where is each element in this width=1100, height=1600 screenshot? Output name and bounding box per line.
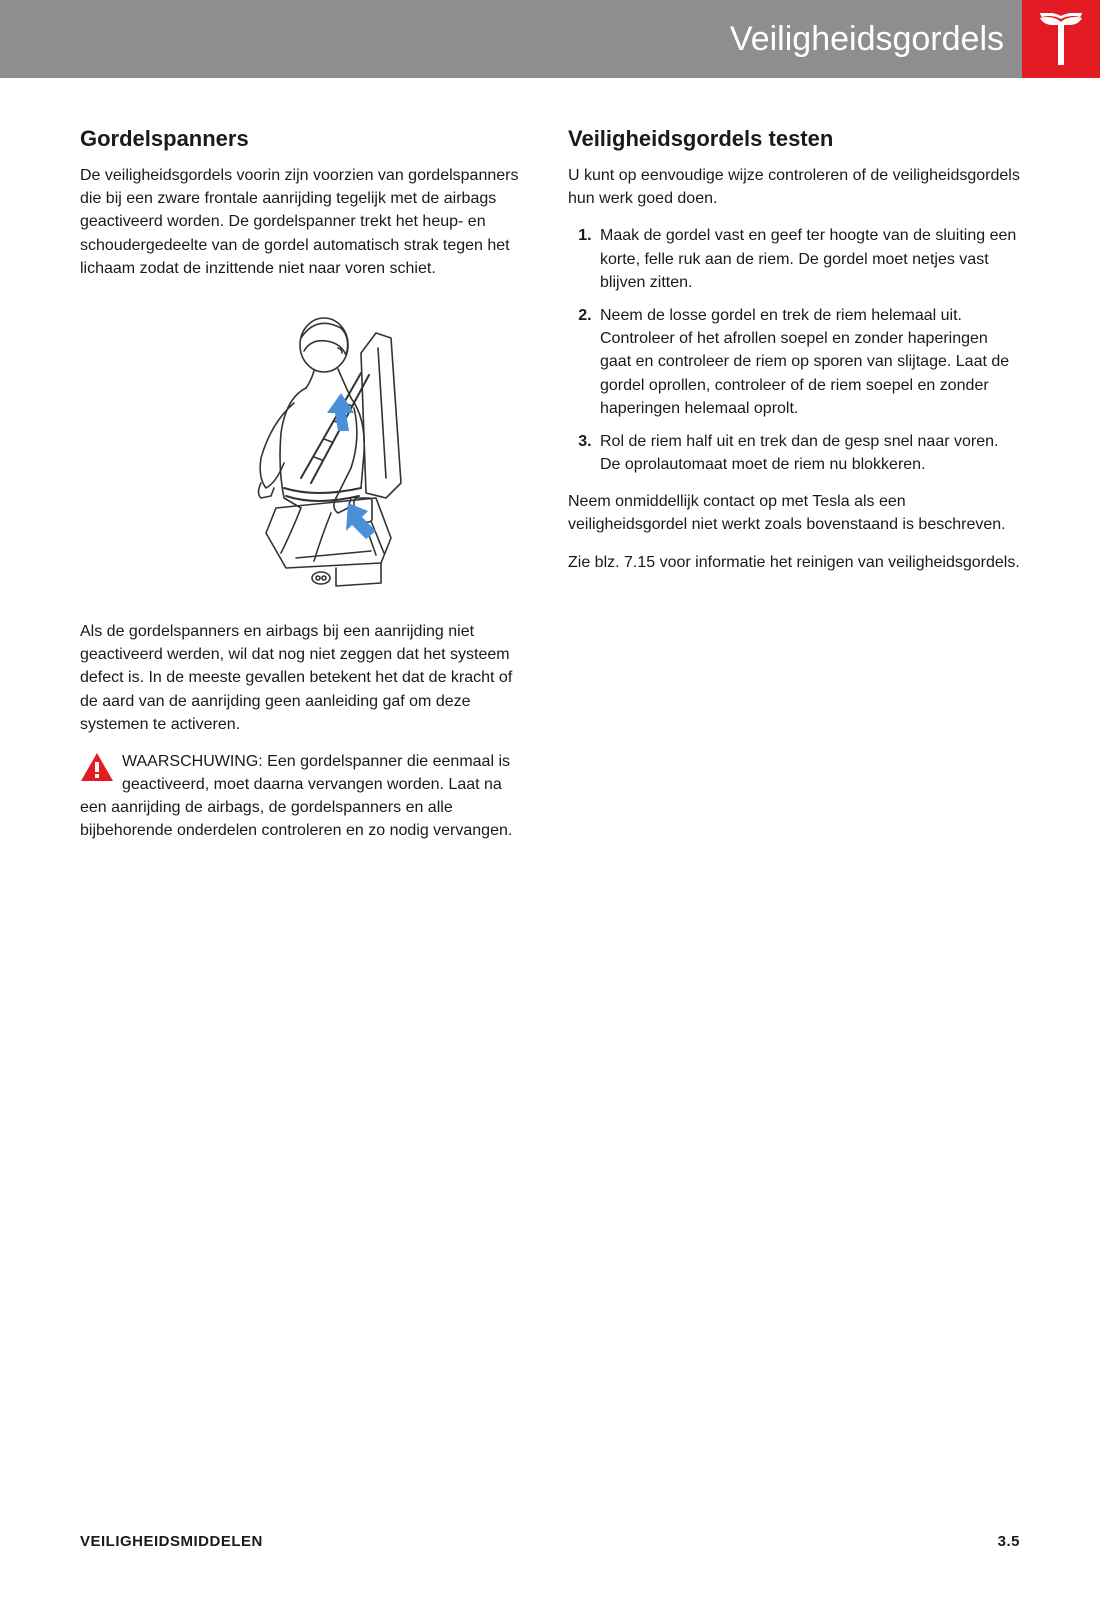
steps-list: Maak de gordel vast en geef ter hoogte v… bbox=[568, 224, 1020, 476]
step-item: Maak de gordel vast en geef ter hoogte v… bbox=[596, 224, 1020, 294]
footer-page: 3.5 bbox=[998, 1533, 1020, 1550]
right-intro: U kunt op eenvoudige wijze controleren o… bbox=[568, 164, 1020, 210]
right-heading: Veiligheidsgordels testen bbox=[568, 126, 1020, 152]
left-p2: Als de gordelspanners en airbags bij een… bbox=[80, 620, 532, 736]
warning-label: WAARSCHUWING: bbox=[122, 753, 263, 770]
tesla-logo-icon bbox=[1036, 13, 1086, 65]
header-title: Veiligheidsgordels bbox=[730, 20, 1004, 59]
right-after2: Zie blz. 7.15 voor informatie het reinig… bbox=[568, 551, 1020, 574]
content-area: Gordelspanners De veiligheidsgordels voo… bbox=[0, 78, 1100, 843]
step-item: Neem de losse gordel en trek de riem hel… bbox=[596, 304, 1020, 420]
footer-section: VEILIGHEIDSMIDDELEN bbox=[80, 1533, 263, 1550]
page-footer: VEILIGHEIDSMIDDELEN 3.5 bbox=[80, 1533, 1020, 1550]
left-column: Gordelspanners De veiligheidsgordels voo… bbox=[80, 126, 532, 843]
tesla-logo-box bbox=[1022, 0, 1100, 78]
step-item: Rol de riem half uit en trek dan de gesp… bbox=[596, 430, 1020, 476]
right-after1: Neem onmiddellijk contact op met Tesla a… bbox=[568, 490, 1020, 536]
seatbelt-illustration bbox=[80, 298, 532, 598]
warning-block: WAARSCHUWING: Een gordelspanner die eenm… bbox=[80, 750, 532, 843]
left-heading: Gordelspanners bbox=[80, 126, 532, 152]
left-p1: De veiligheidsgordels voorin zijn voorzi… bbox=[80, 164, 532, 280]
right-column: Veiligheidsgordels testen U kunt op eenv… bbox=[568, 126, 1020, 843]
page-header: Veiligheidsgordels bbox=[0, 0, 1100, 78]
warning-triangle-icon bbox=[80, 752, 114, 782]
